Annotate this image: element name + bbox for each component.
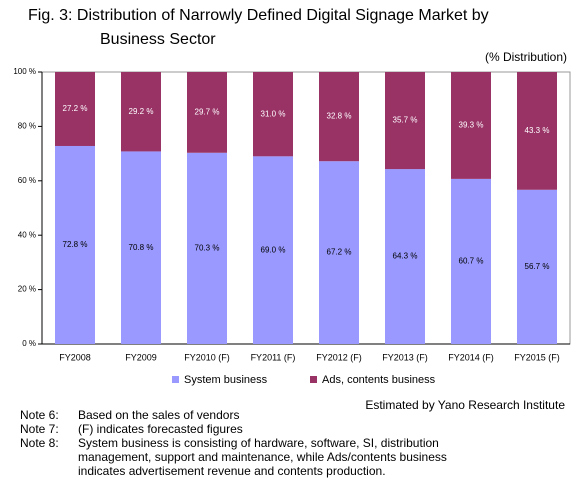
source: Estimated by Yano Research Institute xyxy=(365,398,565,412)
x-tick-label: FY2015 (F) xyxy=(514,352,560,362)
value-label: 31.0 % xyxy=(261,109,286,118)
value-label: 60.7 % xyxy=(459,257,484,266)
value-label: 70.3 % xyxy=(195,244,220,253)
x-tick-label: FY2010 (F) xyxy=(184,352,230,362)
bar-segment xyxy=(385,169,425,344)
notes: Note 6: Based on the sales of vendors Note… xyxy=(20,408,460,478)
legend-swatch xyxy=(310,376,317,383)
x-tick-label: FY2013 (F) xyxy=(382,352,428,362)
bar-segment xyxy=(385,72,425,170)
value-label: 29.2 % xyxy=(129,107,154,116)
value-label: 32.8 % xyxy=(327,112,352,121)
bar-segment xyxy=(55,72,95,146)
chart: 0 % 20 % 40 % 60 % 80 % 100 % FY2008 72.8 % 27.2… xyxy=(13,67,571,386)
value-label: 39.3 % xyxy=(459,121,484,130)
value-label: 27.2 % xyxy=(63,104,88,113)
y-tick-label: 20 % xyxy=(18,285,36,294)
value-label: 29.7 % xyxy=(195,108,220,117)
bar-segment xyxy=(451,72,491,179)
bar-segment xyxy=(319,161,359,344)
value-label: 64.3 % xyxy=(393,252,418,261)
legend-label: System business xyxy=(184,374,268,386)
bar-segment xyxy=(253,156,293,344)
legend-label: Ads, contents business xyxy=(322,374,436,386)
bar-segment xyxy=(319,72,359,162)
note-text: (F) indicates forecasted figures xyxy=(78,422,243,436)
y-tick-label: 80 % xyxy=(18,122,36,131)
chart-title: Fig. 3: Distribution of Narrowly Defined… xyxy=(28,7,489,48)
bar-segment xyxy=(121,151,161,344)
bar-segment xyxy=(517,189,557,344)
bar-segment xyxy=(121,72,161,152)
value-label: 70.8 % xyxy=(129,243,154,252)
bar-segment xyxy=(55,145,95,344)
bar-segment xyxy=(187,152,227,344)
y-tick-label: 60 % xyxy=(18,176,36,185)
x-tick-label: FY2011 (F) xyxy=(251,352,296,362)
note: Note 8: System business is consisting of … xyxy=(20,436,460,478)
note: Note 6: Based on the sales of vendors xyxy=(20,408,460,422)
value-label: 43.3 % xyxy=(525,126,550,135)
x-tick-label: FY2012 (F) xyxy=(316,352,362,362)
legend-swatch xyxy=(172,376,179,383)
value-label: 69.0 % xyxy=(261,245,286,254)
bar-segment xyxy=(451,178,491,344)
note-label: Note 6: xyxy=(20,408,59,422)
note-label: Note 8: xyxy=(20,436,59,450)
note: Note 7: (F) indicates forecasted figures xyxy=(20,422,460,436)
note-label: Note 7: xyxy=(20,422,59,436)
note-text: System business is consisting of hardwar… xyxy=(78,436,447,478)
x-tick-label: FY2008 xyxy=(59,352,91,362)
x-tick-label: FY2009 xyxy=(125,352,157,362)
note-text: Based on the sales of vendors xyxy=(78,408,240,422)
y-tick-label: 0 % xyxy=(22,339,36,348)
bar-segment xyxy=(517,72,557,190)
value-label: 72.8 % xyxy=(63,240,88,249)
value-label: 35.7 % xyxy=(393,116,418,125)
bar-segment xyxy=(253,72,293,157)
x-tick-label: FY2014 (F) xyxy=(448,352,494,362)
y-tick-label: 40 % xyxy=(18,230,36,239)
value-label: 56.7 % xyxy=(525,262,550,271)
y-tick-label: 100 % xyxy=(13,67,36,76)
bar-segment xyxy=(187,72,227,153)
unit-label: (% Distribution) xyxy=(484,50,567,64)
value-label: 67.2 % xyxy=(327,248,352,257)
